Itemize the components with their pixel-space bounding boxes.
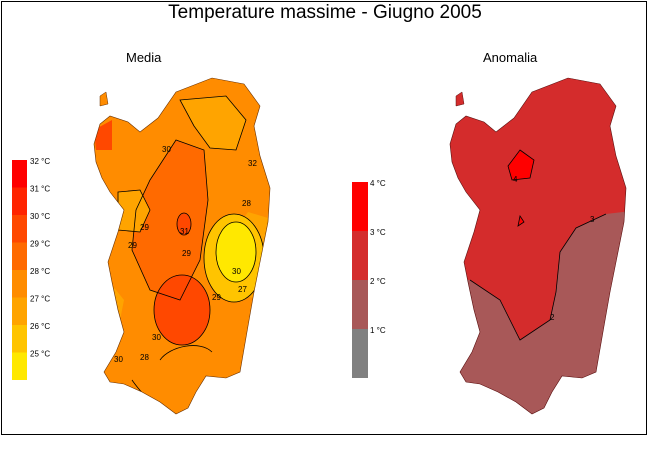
legend-media-swatch bbox=[12, 297, 27, 325]
anomalia-contour-label: 2 bbox=[550, 313, 555, 322]
media-contour-label: 29 bbox=[140, 223, 149, 232]
legend-anomalia-label: 1 °C bbox=[370, 326, 386, 335]
media-contour-label: 28 bbox=[140, 353, 149, 362]
legend-anomalia-swatch bbox=[352, 329, 368, 378]
media-contour-label: 31 bbox=[180, 227, 189, 236]
legend-media-swatch bbox=[12, 270, 27, 298]
anomalia-contours bbox=[469, 149, 607, 341]
map-title-media: Media bbox=[126, 50, 162, 65]
legend-anomalia-swatch bbox=[352, 231, 368, 280]
media-map: 30 32 28 29 29 31 29 30 29 27 28 30 30 bbox=[93, 77, 271, 415]
legend-media-label: 28 °C bbox=[30, 267, 50, 276]
legend-media-swatch bbox=[12, 160, 27, 188]
media-contour-labels: 30 32 28 29 29 31 29 30 29 27 28 30 30 bbox=[114, 145, 257, 364]
anomalia-contour-label: 3 bbox=[590, 215, 595, 224]
anomalia-field-2 bbox=[450, 210, 626, 414]
media-contour-label: 30 bbox=[114, 355, 123, 364]
legend-media-swatch bbox=[12, 242, 27, 270]
legend-media-swatch bbox=[12, 215, 27, 243]
media-field-27-west bbox=[118, 190, 150, 232]
legend-anomalia-label: 2 °C bbox=[370, 277, 386, 286]
anomalia-field-4-nw bbox=[450, 106, 452, 132]
media-contour-label: 29 bbox=[128, 241, 137, 250]
legend-media-label: 32 °C bbox=[30, 157, 50, 166]
legend-media-swatch bbox=[12, 187, 27, 215]
legend-anomalia-label: 4 °C bbox=[370, 179, 386, 188]
anomalia-islet-north bbox=[455, 91, 465, 107]
legend-anomalia-swatch bbox=[352, 182, 368, 231]
legend-media-label: 29 °C bbox=[30, 240, 50, 249]
legend-anomalia: 4 °C 3 °C 2 °C 1 °C bbox=[352, 179, 386, 378]
media-field-30b bbox=[177, 213, 191, 235]
anomalia-contour-label: 2 bbox=[466, 293, 471, 302]
legend-media-swatch bbox=[12, 352, 27, 380]
media-contour-label: 30 bbox=[152, 333, 161, 342]
media-contour-label: 27 bbox=[238, 285, 247, 294]
figure-title: Temperature massime - Giugno 2005 bbox=[168, 2, 482, 23]
legend-media-label: 31 °C bbox=[30, 185, 50, 194]
legend-anomalia-swatch bbox=[352, 280, 368, 329]
anomalia-map: 4 3 2 2 bbox=[449, 77, 627, 415]
media-field-30 bbox=[154, 275, 210, 345]
legend-media: 32 °C 31 °C 30 °C 29 °C 28 °C 27 °C 26 °C 25 °C bbox=[12, 157, 50, 380]
legend-media-label: 30 °C bbox=[30, 212, 50, 221]
legend-media-label: 25 °C bbox=[30, 350, 50, 359]
legend-anomalia-label: 3 °C bbox=[370, 228, 386, 237]
media-contour-label: 32 bbox=[248, 159, 257, 168]
media-field-27-north bbox=[180, 96, 246, 150]
media-field-25 bbox=[216, 222, 256, 282]
media-contour-label: 29 bbox=[182, 249, 191, 258]
anomalia-contour-label: 4 bbox=[513, 175, 518, 184]
media-contour-label: 28 bbox=[242, 199, 251, 208]
legend-media-label: 26 °C bbox=[30, 322, 50, 331]
legend-media-swatch bbox=[12, 325, 27, 353]
media-contour-label: 30 bbox=[232, 267, 241, 276]
media-islet-north bbox=[99, 91, 109, 107]
legend-media-label: 27 °C bbox=[30, 295, 50, 304]
media-contour-label: 30 bbox=[162, 145, 171, 154]
media-contour-label: 29 bbox=[212, 293, 221, 302]
media-field-29 bbox=[132, 140, 208, 300]
map-title-anomalia: Anomalia bbox=[483, 50, 538, 65]
